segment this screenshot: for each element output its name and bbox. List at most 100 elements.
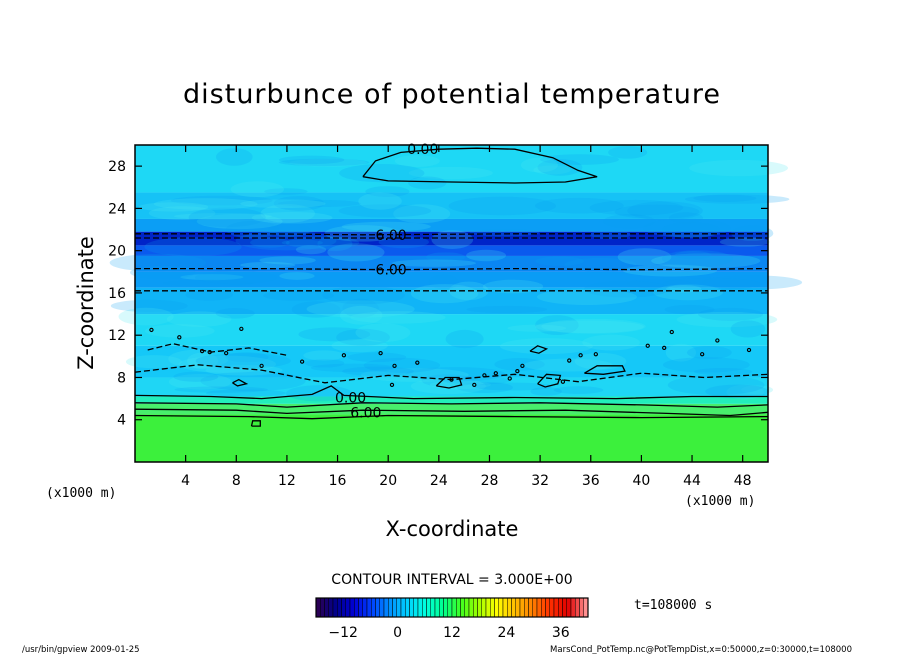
texture-blob <box>445 329 484 349</box>
texture-blob <box>168 349 229 369</box>
contour-line-14 <box>529 345 549 354</box>
contour-speck-11 <box>493 371 498 376</box>
x-tick-label: 24 <box>430 473 448 489</box>
contour-speck-21 <box>700 352 705 357</box>
field-band-1 <box>135 403 768 415</box>
colorbar-cell <box>481 597 487 618</box>
texture-blob <box>342 366 414 377</box>
contour-speck-29 <box>593 352 598 357</box>
texture-blob <box>235 231 337 251</box>
texture-blob <box>662 271 712 287</box>
texture-blob <box>410 378 486 395</box>
field-band-0 <box>135 414 768 462</box>
contour-speck-13 <box>515 368 520 374</box>
texture-blob <box>250 237 290 248</box>
texture-blob <box>408 166 493 180</box>
colorbar-cell <box>337 597 342 618</box>
colorbar-cell <box>456 597 461 618</box>
texture-blob <box>355 323 411 343</box>
colorbar-tick-label: 24 <box>497 625 515 641</box>
texture-blob <box>342 298 379 318</box>
contour-line-16 <box>232 378 249 387</box>
contour-speck-28 <box>392 363 397 368</box>
texture-blob <box>170 195 273 206</box>
texture-blob <box>205 389 286 397</box>
field-band-13 <box>135 145 768 193</box>
texture-blob <box>466 305 548 314</box>
texture-blob <box>358 192 402 210</box>
colorbar-cell <box>358 597 363 618</box>
texture-blob <box>225 220 280 239</box>
colorbar-cell <box>502 597 508 618</box>
texture-blob <box>331 339 388 353</box>
contour-line-5 <box>134 364 769 384</box>
contour-line-13 <box>584 365 626 375</box>
texture-blob <box>259 256 316 265</box>
contour-line-9 <box>134 408 769 417</box>
contour-line-3 <box>135 267 769 271</box>
texture-blob <box>230 181 284 198</box>
texture-blob <box>260 204 315 223</box>
texture-blob <box>702 275 803 290</box>
texture-blob <box>173 213 273 220</box>
x-axis-label: X-coordinate <box>386 517 519 541</box>
texture-blob <box>363 357 441 373</box>
colorbar-cell <box>320 597 325 618</box>
field-band-2 <box>135 396 768 404</box>
texture-blob <box>540 154 619 165</box>
texture-blob <box>263 290 335 301</box>
x-unit-label-left: (x1000 m) <box>46 486 116 501</box>
x-unit-label-right: (x1000 m) <box>685 494 755 509</box>
texture-blob <box>278 199 361 207</box>
texture-blob <box>339 305 383 325</box>
texture-blob <box>653 284 723 301</box>
plot-area: 0.006.006.000.006.00 <box>109 142 803 463</box>
texture-blob <box>668 212 704 224</box>
colorbar-cell <box>383 597 389 618</box>
texture-blob <box>148 206 216 220</box>
contour-speck-26 <box>239 326 244 332</box>
x-tick-label: 36 <box>582 473 600 489</box>
texture-blob <box>676 311 778 328</box>
field-band-7 <box>135 271 768 288</box>
texture-blob <box>153 198 258 210</box>
colorbar-cell <box>468 597 474 618</box>
texture-blob <box>674 251 712 260</box>
colorbar-cell <box>341 597 346 618</box>
texture-blob <box>614 204 700 219</box>
texture-blob <box>118 307 174 326</box>
field-band-8 <box>135 255 768 272</box>
colorbar-cell <box>583 597 589 618</box>
texture-blob <box>564 257 637 273</box>
colorbar-cell <box>545 597 550 618</box>
texture-blob <box>174 386 268 393</box>
colorbar-cell <box>519 597 525 618</box>
texture-blob <box>623 264 717 277</box>
texture-blob <box>473 382 553 391</box>
texture-blob <box>582 334 640 351</box>
colorbar-cell <box>388 597 393 618</box>
contour-lines <box>134 147 769 427</box>
colorbar-cell <box>541 597 546 618</box>
texture-blob <box>110 299 188 312</box>
contour-line-8 <box>134 402 769 408</box>
texture-blob <box>589 199 684 216</box>
field-band-9 <box>135 245 768 256</box>
contour-speck-9 <box>472 382 477 388</box>
texture-blob <box>200 371 306 391</box>
y-tick-label: 16 <box>108 286 126 302</box>
texture-blob <box>553 386 604 394</box>
texture-blob <box>426 252 466 262</box>
texture-blob <box>667 375 765 395</box>
x-tick-label: 44 <box>683 473 701 489</box>
colorbar-cell <box>579 597 584 618</box>
texture-blob <box>187 352 219 370</box>
contour-speck-7 <box>415 360 420 365</box>
texture-blob <box>520 157 559 173</box>
texture-blob <box>322 286 405 305</box>
texture-blob <box>196 213 283 230</box>
contour-speck-15 <box>560 379 566 384</box>
field-band-11 <box>135 218 768 232</box>
colorbar-cell <box>570 597 576 618</box>
